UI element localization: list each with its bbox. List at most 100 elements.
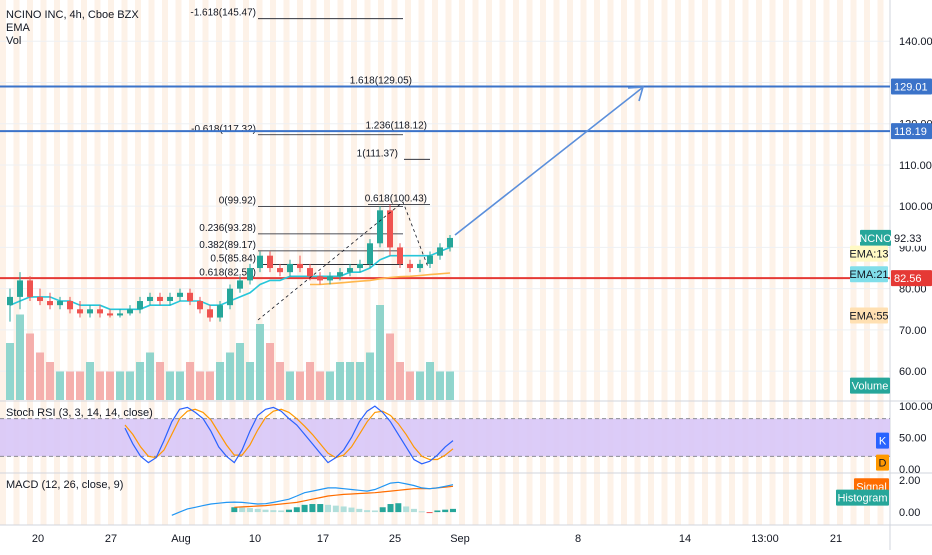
fib-level-label: -0.618(117.32) — [191, 124, 256, 135]
candle-body[interactable] — [207, 309, 213, 318]
candle-body[interactable] — [367, 243, 373, 264]
candle-body[interactable] — [267, 255, 273, 269]
volume-bar — [246, 362, 254, 400]
symbol-legend[interactable]: NCINO INC, 4h, Cboe BZX EMA Vol — [6, 9, 139, 48]
projection-arrow[interactable] — [454, 87, 643, 236]
fib-level-label: 0.618(100.43) — [365, 193, 427, 204]
candle-body[interactable] — [347, 268, 353, 273]
ncno-symbol-tag[interactable]: NCNO — [859, 229, 892, 246]
candle-body[interactable] — [317, 276, 323, 281]
volume-bar — [226, 352, 234, 400]
fib-trendline[interactable] — [257, 201, 429, 321]
volume-bar — [106, 371, 114, 400]
stoch-rsi-legend[interactable]: Stoch RSI (3, 3, 14, 14, close) — [6, 407, 153, 419]
candle-body[interactable] — [17, 280, 23, 297]
stoch-k-tag[interactable]: K — [876, 432, 889, 449]
price-tag-support[interactable]: 82.56 — [891, 270, 932, 287]
ema21-tag[interactable]: EMA:21 — [849, 266, 889, 283]
session-stripe — [202, 0, 209, 525]
macd-signal-line[interactable] — [234, 485, 454, 508]
candle-body[interactable] — [447, 237, 453, 248]
candle-body[interactable] — [187, 292, 193, 302]
candle-body[interactable] — [337, 272, 343, 277]
candle-body[interactable] — [297, 263, 303, 269]
candle-body[interactable] — [167, 296, 173, 302]
candle-body[interactable] — [437, 247, 443, 256]
candle-body[interactable] — [197, 301, 203, 310]
price-tag-118[interactable]: 118.19 — [891, 123, 932, 140]
candle-body[interactable] — [117, 313, 123, 316]
candle-body[interactable] — [217, 305, 223, 318]
candle-body[interactable] — [237, 280, 243, 289]
session-stripe — [337, 0, 344, 525]
session-stripe — [229, 0, 236, 525]
session-stripe — [675, 0, 681, 525]
volume-tag[interactable]: Volume — [850, 377, 890, 394]
price-tick-label: 60.00 — [899, 366, 927, 378]
macd-histogram-bar — [317, 504, 324, 513]
candle-body[interactable] — [37, 296, 43, 302]
candle-body[interactable] — [227, 288, 233, 306]
time-tick-label: 8 — [575, 533, 581, 545]
candle-body[interactable] — [177, 292, 183, 297]
candle-body[interactable] — [107, 313, 113, 316]
volume-bar — [316, 371, 324, 400]
candle-body[interactable] — [7, 296, 13, 306]
macd-histogram-bar — [239, 507, 246, 513]
macd-histogram-tag[interactable]: Histogram — [836, 489, 889, 506]
volume-bar — [26, 333, 34, 400]
candle-body[interactable] — [417, 263, 423, 269]
candle-body[interactable] — [257, 255, 263, 269]
macd-legend[interactable]: MACD (12, 26, close, 9) — [6, 479, 124, 491]
ema13-tag[interactable]: EMA:13 — [849, 245, 889, 262]
candle-body[interactable] — [147, 296, 153, 302]
volume-bar — [416, 371, 424, 400]
session-stripe — [148, 0, 155, 525]
svg-text:129.01: 129.01 — [894, 82, 928, 94]
symbol-title: NCINO INC, 4h, Cboe BZX — [6, 9, 139, 21]
macd-histogram-bar — [450, 508, 456, 513]
candle-body[interactable] — [287, 263, 293, 273]
price-tick-label: 70.00 — [899, 325, 927, 337]
vol-legend[interactable]: Vol — [6, 35, 22, 47]
candle-body[interactable] — [277, 268, 283, 273]
candle-body[interactable] — [77, 309, 83, 314]
candle-body[interactable] — [127, 309, 133, 314]
candle-body[interactable] — [57, 301, 63, 306]
candle-body[interactable] — [427, 255, 433, 264]
svg-text:EMA:55: EMA:55 — [849, 310, 888, 322]
volume-bars — [6, 305, 454, 400]
ema55-line[interactable] — [310, 272, 451, 286]
svg-text:D: D — [879, 458, 887, 470]
ema-legend[interactable]: EMA — [6, 22, 30, 34]
candle-body[interactable] — [407, 263, 413, 269]
session-stripe — [445, 0, 452, 525]
stoch-d-tag[interactable]: D — [876, 454, 889, 471]
candle-body[interactable] — [387, 210, 393, 248]
candle-body[interactable] — [307, 268, 313, 277]
volume-bar — [146, 352, 154, 400]
macd-line[interactable] — [171, 481, 454, 516]
fib-level-label: 0.618(82.52) — [199, 267, 256, 278]
stoch-d-line[interactable] — [124, 408, 454, 461]
stoch-k-line[interactable] — [124, 405, 454, 465]
session-stripe — [27, 0, 33, 525]
candle-body[interactable] — [137, 301, 143, 310]
candle-body[interactable] — [157, 296, 163, 302]
price-tag-129[interactable]: 129.01 — [891, 78, 932, 95]
candle-body[interactable] — [97, 309, 103, 314]
ema55-tag[interactable]: EMA:55 — [849, 307, 889, 324]
candle-body[interactable] — [377, 210, 383, 244]
candle-body[interactable] — [47, 301, 53, 306]
ncno-last-price[interactable]: 92.33 — [891, 229, 932, 246]
candle-body[interactable] — [87, 309, 93, 314]
stoch-rsi-pane — [0, 405, 890, 465]
candle-body[interactable] — [357, 263, 363, 269]
candle-body[interactable] — [67, 301, 73, 310]
candle-body[interactable] — [397, 247, 403, 264]
candle-body[interactable] — [247, 268, 253, 281]
candle-body[interactable] — [327, 276, 333, 281]
candle-body[interactable] — [27, 280, 33, 297]
